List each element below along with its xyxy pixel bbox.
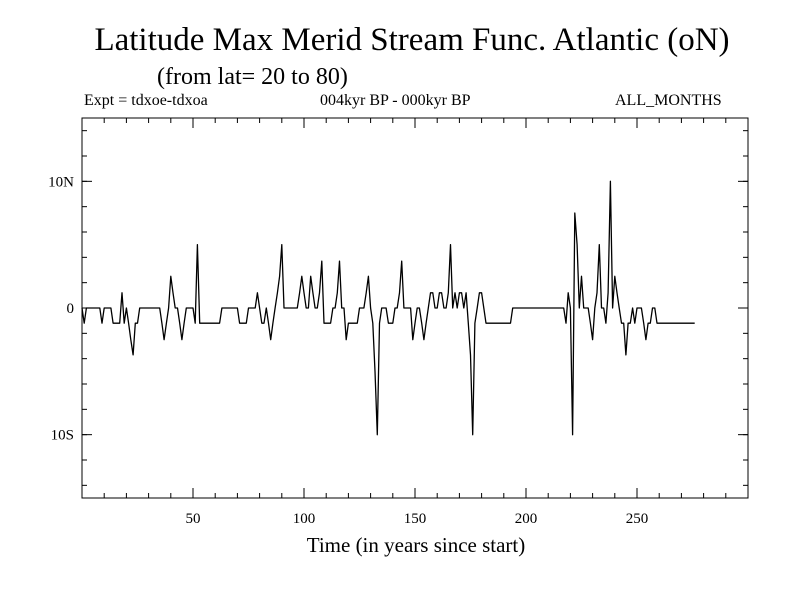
y-tick-label: 10S <box>51 428 74 444</box>
chart-subtitle: (from lat= 20 to 80) <box>157 64 348 90</box>
x-tick-label: 100 <box>293 511 316 527</box>
x-tick-label: 150 <box>404 511 427 527</box>
y-tick-label: 10N <box>48 174 74 190</box>
x-tick-label: 50 <box>186 511 201 527</box>
experiment-label: Expt = tdxoe-tdxoa <box>84 92 208 109</box>
chart-title: Latitude Max Merid Stream Func. Atlantic… <box>94 22 730 58</box>
plot-area-frame <box>81 117 749 499</box>
axis-ticks <box>82 118 748 498</box>
axis-tick-labels: 50 100 150 200 250 10N 0 10S <box>48 174 648 527</box>
y-tick-label: 0 <box>67 301 75 317</box>
period-label: 004kyr BP - 000kyr BP <box>320 92 471 109</box>
months-label: ALL_MONTHS <box>615 92 722 109</box>
x-axis-label: Time (in years since start) <box>306 533 526 557</box>
x-tick-label: 250 <box>626 511 649 527</box>
series-line <box>81 180 695 436</box>
x-tick-label: 200 <box>515 511 538 527</box>
